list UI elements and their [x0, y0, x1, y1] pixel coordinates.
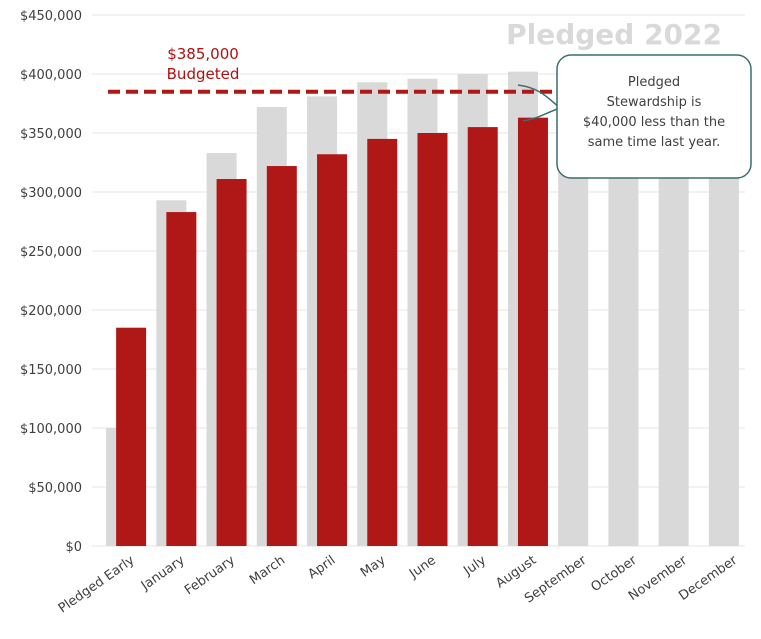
- y-axis: $0 $50,000 $100,000 $150,000 $200,000 $250,00…: [20, 9, 82, 555]
- y-tick-label: $0: [65, 540, 82, 555]
- y-tick-label: $450,000: [20, 9, 82, 24]
- x-tick-label: April: [305, 553, 338, 582]
- bar-current-april: [317, 154, 348, 547]
- y-tick-label: $200,000: [20, 304, 82, 319]
- budget-value-label: $385,000: [167, 45, 239, 63]
- callout-line-4: same time last year.: [588, 135, 721, 150]
- callout-line-2: Stewardship is: [607, 95, 702, 110]
- x-tick-label: May: [358, 553, 389, 581]
- x-tick-label: June: [406, 553, 439, 582]
- x-tick-label: February: [182, 553, 238, 599]
- y-tick-label: $300,000: [20, 186, 82, 201]
- y-tick-label: $150,000: [20, 363, 82, 378]
- bar-current-july: [467, 127, 498, 546]
- y-tick-label: $100,000: [20, 422, 82, 437]
- bar-current-may: [367, 138, 398, 546]
- bar-current-february: [216, 179, 247, 546]
- bar-current-august: [517, 117, 548, 546]
- x-tick-label: July: [460, 553, 489, 579]
- y-tick-label: $400,000: [20, 68, 82, 83]
- x-tick-label: August: [493, 553, 539, 591]
- budget-text-label: Budgeted: [167, 65, 240, 83]
- callout-line-3: $40,000 less than the: [583, 115, 725, 130]
- x-tick-label: January: [138, 553, 188, 594]
- x-tick-label: Pledged Early: [56, 553, 138, 617]
- bar-current-pledged-early: [116, 327, 147, 546]
- y-tick-label: $250,000: [20, 245, 82, 260]
- bar-current-june: [417, 133, 448, 546]
- y-tick-label: $50,000: [28, 481, 82, 496]
- bar-current-january: [166, 212, 197, 546]
- y-tick-label: $350,000: [20, 127, 82, 142]
- x-tick-label: March: [247, 553, 288, 588]
- callout-line-1: Pledged: [628, 75, 680, 90]
- callout-box: Pledged Stewardship is $40,000 less than…: [517, 54, 752, 179]
- bars-current-series: [116, 117, 548, 547]
- bar-current-march: [266, 166, 297, 547]
- chart-title: Pledged 2022: [506, 18, 722, 51]
- budget-group: $385,000 Budgeted: [108, 45, 555, 94]
- callout-rect: [556, 54, 752, 179]
